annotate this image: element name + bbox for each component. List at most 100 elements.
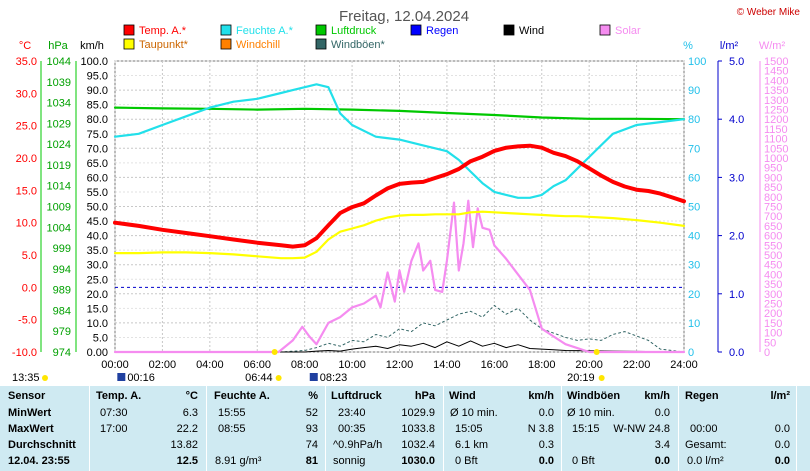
header-gusts-unit: km/h: [644, 390, 670, 402]
press-tick-label: 1044: [47, 56, 71, 68]
hum-tick-label: 40: [688, 231, 700, 243]
temp-tick-label: 20.0: [16, 153, 37, 165]
rain-tick-label: 4.0: [729, 114, 744, 126]
cell: 17:00: [100, 423, 128, 435]
row-label: MaxWert: [8, 423, 54, 435]
solar-tick-label: 400: [764, 269, 782, 281]
stats-table: Sensor Temp. A. °C Feuchte A. % Luftdruc…: [0, 386, 810, 471]
wind-tick-label: 50.0: [87, 202, 108, 214]
temp-tick-label: 25.0: [16, 121, 37, 133]
sunrise-icon: [275, 375, 282, 381]
hum-tick-label: 90: [688, 85, 700, 97]
table-row-average: Durchschnitt 13.82 74 ^0.9hPa/h 1032.4 6…: [0, 439, 800, 455]
x-tick-label: 10:00: [338, 359, 366, 371]
cell: 0.0: [654, 455, 670, 467]
cell: 1033.8: [401, 423, 435, 435]
cell: 81: [305, 455, 318, 467]
cell: 1029.9: [401, 407, 435, 419]
solar-tick-label: 350: [764, 279, 782, 291]
solar-tick-label: 100: [764, 328, 782, 340]
solar-tick-label: 1350: [764, 85, 788, 97]
legend-label: Taupunkt*: [139, 39, 189, 51]
solar-tick-label: 550: [764, 240, 782, 252]
cell: 15:15: [572, 423, 600, 435]
temp-tick-label: -10.0: [12, 347, 37, 359]
legend-label: Wind: [519, 25, 544, 37]
hum-tick-label: 70: [688, 143, 700, 155]
cell: 0.0: [538, 455, 554, 467]
series-group: [113, 83, 686, 354]
rain-tick-label: 3.0: [729, 172, 744, 184]
legend-swatch: [315, 38, 327, 50]
hum-tick-label: 50: [688, 202, 700, 214]
cell: Ø 10 min.: [450, 407, 498, 419]
press-tick-label: 1004: [47, 222, 71, 234]
cell: sonnig: [333, 455, 366, 467]
press-tick-label: 994: [53, 264, 71, 276]
press-tick-label: 1029: [47, 118, 71, 130]
unit-hum: %: [683, 40, 693, 52]
cell: 3.4: [654, 439, 670, 451]
legend-swatch: [599, 24, 611, 36]
solar-tick-label: 150: [764, 318, 782, 330]
axis-sun-marker: [271, 349, 278, 355]
wind-tick-label: 95.0: [87, 71, 108, 83]
cell: 07:30: [100, 407, 128, 419]
chart-legend: Temp. A.* Feuchte A.* Luftdruck Regen Wind So…: [123, 24, 641, 51]
solar-tick-label: 850: [764, 182, 782, 194]
cell: N 3.8: [527, 423, 554, 435]
press-tick-label: 1034: [47, 98, 71, 110]
hum-tick-label: 0: [688, 347, 694, 359]
cell: 6.3: [182, 407, 198, 419]
unit-wind: km/h: [80, 40, 104, 52]
solar-tick-label: 1500: [764, 56, 788, 68]
table-header-row: Sensor Temp. A. °C Feuchte A. % Luftdruc…: [0, 390, 800, 406]
cell: 00:35: [338, 423, 366, 435]
solar-tick-label: 1150: [764, 124, 788, 136]
rain-tick-label: 5.0: [729, 56, 744, 68]
solar-tick-label: 750: [764, 202, 782, 214]
solar-tick-label: 500: [764, 250, 782, 262]
row-label: Durchschnitt: [8, 439, 76, 451]
wind-tick-label: 80.0: [87, 114, 108, 126]
temp-tick-label: 0.0: [22, 282, 37, 294]
axis-units: °C hPa km/h% l/m² W/m²: [19, 40, 786, 52]
header-humidity-unit: %: [308, 390, 318, 402]
wind-tick-label: 30.0: [87, 260, 108, 272]
hum-tick-label: 100: [688, 56, 706, 68]
press-tick-label: 1014: [47, 181, 71, 193]
cell: 0.0: [774, 423, 790, 435]
wind-tick-label: 75.0: [87, 129, 108, 141]
credit-text: © Weber Mike: [737, 7, 801, 18]
wind-tick-label: 60.0: [87, 172, 108, 184]
unit-solar: W/m²: [759, 40, 786, 52]
x-tick-label: 00:00: [101, 359, 129, 371]
header-temp: Temp. A.: [96, 390, 142, 402]
hum-tick-label: 80: [688, 114, 700, 126]
header-humidity: Feuchte A.: [214, 390, 270, 402]
rain-tick-label: 2.0: [729, 231, 744, 243]
solar-tick-label: 600: [764, 231, 782, 243]
press-tick-label: 979: [53, 326, 71, 338]
cell: 0.0 l/m²: [687, 455, 724, 467]
moonset-icon: [309, 373, 318, 381]
cell: 0.0: [774, 439, 790, 451]
legend-swatch: [315, 24, 327, 36]
cell: ^0.9hPa/h: [333, 439, 383, 451]
row-label: MinWert: [8, 407, 52, 419]
series-line-windb-en: [114, 304, 685, 353]
legend-label: Solar: [615, 25, 641, 37]
table-row-current: 12.04. 23:55 12.5 8.91 g/m³ 81 sonnig 10…: [0, 455, 800, 471]
cell: Ø 10 min.: [567, 407, 615, 419]
solar-tick-label: 800: [764, 192, 782, 204]
x-tick-label: 16:00: [481, 359, 509, 371]
solar-tick-label: 1100: [764, 134, 788, 146]
temp-tick-label: 15.0: [16, 185, 37, 197]
legend-swatch: [503, 24, 515, 36]
header-rain: Regen: [685, 390, 719, 402]
legend-label: Windchill: [236, 39, 280, 51]
x-tick-label: 24:00: [670, 359, 698, 371]
cell: 15:05: [455, 423, 483, 435]
table-row-min: MinWert 07:30 6.3 15:55 52 23:40 1029.9 …: [0, 407, 800, 423]
cell: 12.5: [176, 455, 198, 467]
